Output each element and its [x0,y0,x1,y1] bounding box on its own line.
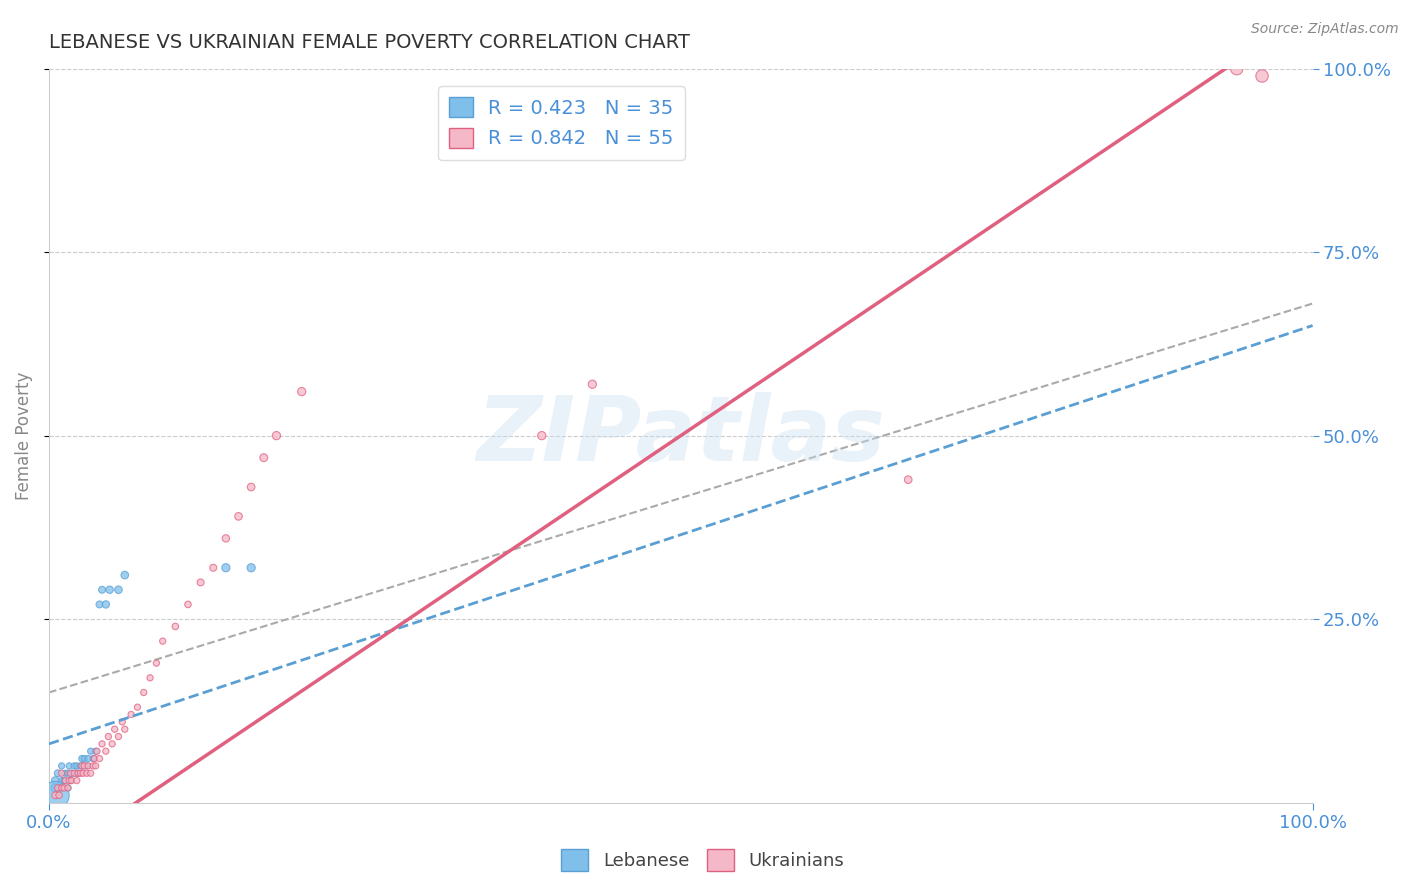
Point [111,714,134,729]
Point [152,634,174,648]
Point [76,759,98,773]
Point [77,751,100,765]
Point [76,766,98,780]
Point [190,575,212,590]
Point [202,560,225,574]
Point [240,480,263,494]
Point [55,766,77,780]
Point [145,656,167,670]
Point [165,619,187,633]
Text: ZIPatlas: ZIPatlas [477,392,886,480]
Point [82,759,104,773]
Legend: Lebanese, Ukrainians: Lebanese, Ukrainians [554,842,852,879]
Point [114,722,136,736]
Point [56,780,79,795]
Point [67,766,90,780]
Point [60,766,83,780]
Point [73,751,96,765]
Point [94,744,117,758]
Point [44,773,66,788]
Point [56,766,79,780]
Point [228,509,250,524]
Point [72,766,94,780]
Point [51,759,73,773]
Point [70,751,93,765]
Point [98,582,121,597]
Point [82,751,104,765]
Point [58,773,80,788]
Point [97,730,120,744]
Point [77,759,100,773]
Point [94,598,117,612]
Y-axis label: Female Poverty: Female Poverty [15,371,32,500]
Point [55,773,77,788]
Point [58,759,80,773]
Point [79,744,101,758]
Point [53,780,76,795]
Point [79,766,101,780]
Point [69,759,91,773]
Point [56,780,79,795]
Point [120,707,142,722]
Point [44,780,66,795]
Point [104,722,127,736]
Point [91,582,114,597]
Point [530,428,553,442]
Legend: R = 0.423   N = 35, R = 0.842   N = 55: R = 0.423 N = 35, R = 0.842 N = 55 [437,86,685,160]
Point [59,766,82,780]
Point [44,789,66,803]
Text: Source: ZipAtlas.com: Source: ZipAtlas.com [1251,22,1399,37]
Point [215,560,238,574]
Point [48,780,70,795]
Point [66,759,89,773]
Point [132,685,155,699]
Text: LEBANESE VS UKRAINIAN FEMALE POVERTY CORRELATION CHART: LEBANESE VS UKRAINIAN FEMALE POVERTY COR… [49,33,690,52]
Point [60,773,83,788]
Point [215,532,238,546]
Point [69,766,91,780]
Point [266,428,288,442]
Point [581,377,603,392]
Point [84,759,107,773]
Point [897,473,920,487]
Point [59,773,82,788]
Point [89,598,111,612]
Point [83,751,105,765]
Point [51,780,73,795]
Point [177,598,200,612]
Point [63,766,86,780]
Point [46,766,69,780]
Point [46,780,69,795]
Point [63,759,86,773]
Point [107,582,129,597]
Point [114,568,136,582]
Point [107,730,129,744]
Point [53,773,76,788]
Point [291,384,314,399]
Point [91,737,114,751]
Point [89,751,111,765]
Point [66,773,89,788]
Point [127,700,149,714]
Point [240,560,263,574]
Point [84,744,107,758]
Point [1251,69,1274,83]
Point [73,759,96,773]
Point [51,766,73,780]
Point [44,789,66,803]
Point [72,759,94,773]
Point [1226,62,1249,76]
Point [70,759,93,773]
Point [101,737,124,751]
Point [67,766,90,780]
Point [65,766,87,780]
Point [139,671,162,685]
Point [48,789,70,803]
Point [51,773,73,788]
Point [253,450,276,465]
Point [86,744,108,758]
